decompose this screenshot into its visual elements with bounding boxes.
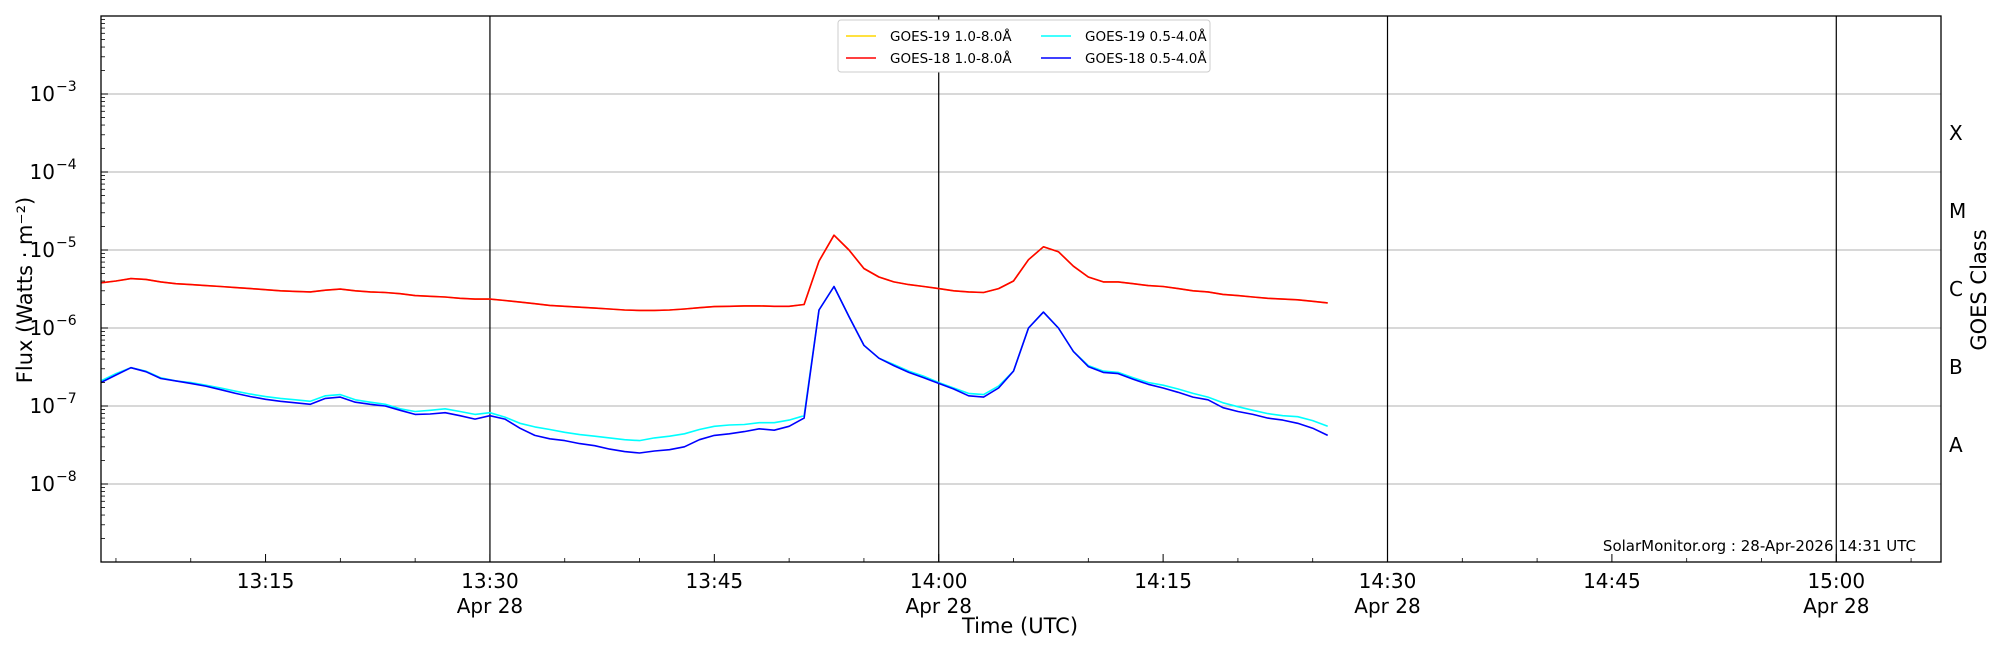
series-line-3 [100, 285, 1329, 454]
y-tick-exponent: −7 [56, 391, 77, 407]
y-tick-label: 10 [30, 472, 55, 496]
credit-text: SolarMonitor.org : 28-Apr-2026 14:31 UTC [1603, 537, 1916, 555]
series-line-1 [100, 234, 1328, 312]
y-tick-exponent: −5 [56, 235, 77, 251]
day-divider-lines [489, 16, 1837, 562]
x-tick-date-label: Apr 28 [1803, 594, 1869, 618]
y-axis-ticks: 10−810−710−610−510−410−3 [30, 19, 108, 539]
series-lines [100, 234, 1329, 454]
x-tick-date-label: Apr 28 [906, 594, 972, 618]
y-tick-label: 10 [30, 82, 55, 106]
goes-class-labels: A B C M X [1949, 121, 1966, 457]
y-axis-title: Flux (Watts · m⁻²) [13, 197, 37, 383]
y-tick-exponent: −4 [56, 157, 77, 173]
plot-frame [100, 15, 1942, 563]
x-tick-label: 14:45 [1583, 569, 1641, 593]
x-tick-label: 13:45 [686, 569, 744, 593]
legend-label: GOES-19 1.0-8.0Å [890, 28, 1012, 45]
x-tick-date-label: Apr 28 [457, 594, 523, 618]
goes-class-label-x: X [1949, 121, 1963, 145]
y-tick-exponent: −3 [56, 79, 77, 95]
legend-label: GOES-18 1.0-8.0Å [890, 50, 1012, 67]
x-tick-label: 13:30 [461, 569, 519, 593]
x-tick-label: 14:00 [910, 569, 968, 593]
goes-class-label-a: A [1949, 433, 1963, 457]
goes-class-axis-title: GOES Class [1967, 229, 1991, 350]
goes-class-label-c: C [1949, 277, 1963, 301]
y-tick-label: 10 [30, 394, 55, 418]
grid-lines [101, 93, 1941, 485]
y-tick-label: 10 [30, 238, 55, 262]
x-tick-label: 14:30 [1359, 569, 1417, 593]
series-line-2 [100, 285, 1328, 442]
x-tick-date-label: Apr 28 [1354, 594, 1420, 618]
goes-class-label-b: B [1949, 355, 1963, 379]
x-tick-label: 13:15 [237, 569, 295, 593]
legend-label: GOES-19 0.5-4.0Å [1085, 28, 1207, 45]
y-tick-label: 10 [30, 160, 55, 184]
x-axis-title: Time (UTC) [961, 614, 1078, 638]
legend: GOES-19 1.0-8.0Å GOES-19 0.5-4.0Å GOES-18 … [837, 19, 1211, 73]
y-tick-label: 10 [30, 316, 55, 340]
y-tick-exponent: −6 [56, 313, 77, 329]
legend-label: GOES-18 0.5-4.0Å [1085, 50, 1207, 67]
x-tick-label: 15:00 [1807, 569, 1865, 593]
series-line-0 [100, 234, 1328, 312]
goes-class-label-m: M [1949, 199, 1966, 223]
x-tick-label: 14:15 [1134, 569, 1192, 593]
y-tick-exponent: −8 [56, 469, 77, 485]
